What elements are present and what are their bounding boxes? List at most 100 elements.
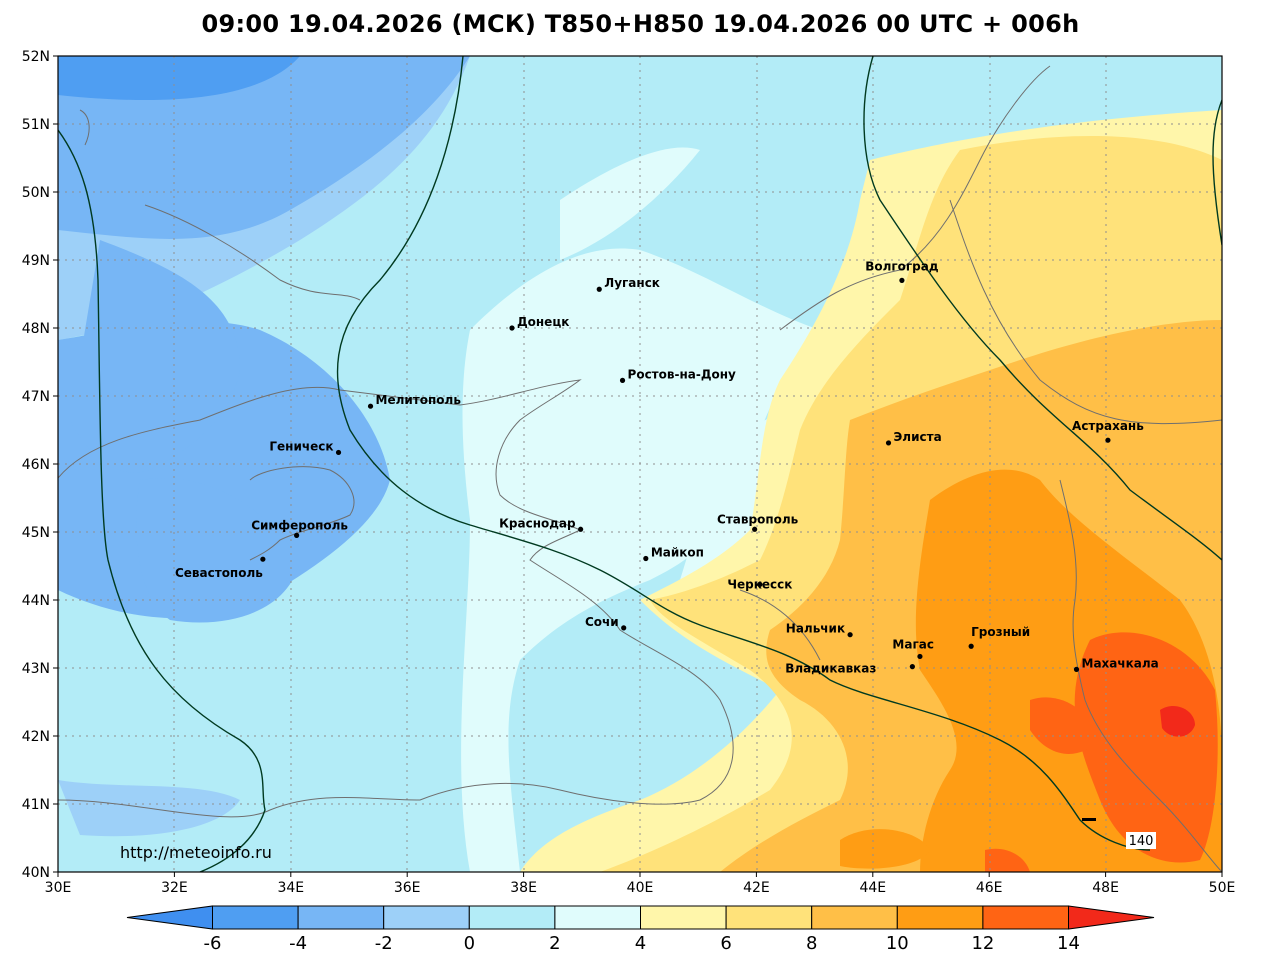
lon-tick-label: 50E: [1209, 880, 1236, 896]
city-dot: [968, 643, 974, 649]
city-label: Севастополь: [175, 566, 263, 580]
lat-tick-label: 40N: [22, 865, 50, 881]
city-dot: [509, 325, 515, 331]
lat-tick-label: 46N: [22, 457, 50, 473]
city-label: Магас: [892, 637, 934, 651]
city-label: Грозный: [971, 625, 1030, 639]
city-label: Нальчик: [786, 622, 845, 636]
city-dot: [752, 526, 758, 532]
lat-tick-label: 51N: [22, 117, 50, 133]
lat-tick-label: 48N: [22, 321, 50, 337]
city-label: Ростов-на-Дону: [628, 367, 737, 381]
latitude-axis: 52N 51N 50N 49N 48N 47N 46N 45N 44N 43N 42N 41N 40N: [22, 49, 58, 881]
colorbar-bin: [468, 905, 556, 930]
lon-tick-label: 48E: [1092, 880, 1119, 896]
city-dot: [885, 440, 892, 446]
contour-label: 140: [1129, 834, 1154, 849]
city-dot: [621, 625, 627, 631]
colorbar: -6 -4 -2 0 2 4 6 8 10 12 14: [126, 905, 1155, 954]
lon-tick-label: 36E: [394, 880, 421, 896]
city-dot: [643, 555, 649, 562]
lon-tick-label: 38E: [510, 880, 537, 896]
city-dot: [619, 377, 626, 383]
city-label: Краснодар: [499, 516, 576, 530]
city-dot: [909, 664, 915, 670]
city-dot: [335, 449, 342, 456]
city-dot: [294, 532, 300, 539]
city-label: Владикавказ: [785, 662, 876, 676]
city-label: Геническ: [269, 439, 333, 453]
map-decorations: 140 http://meteoinfo.ru: [120, 818, 1156, 862]
page-title: 09:00 19.04.2026 (МСК) T850+H850 19.04.2…: [201, 10, 1080, 38]
city-dot: [596, 286, 602, 292]
colorbar-bin: [811, 905, 898, 930]
lat-tick-label: 47N: [22, 389, 50, 405]
h850-contours: [58, 56, 1222, 872]
city-label: Черкесск: [727, 577, 792, 591]
temperature-field: 140 http://meteoinfo.ru: [58, 56, 1222, 872]
lat-tick-label: 42N: [22, 729, 50, 745]
colorbar-bin: [383, 905, 470, 930]
city-label: Донецк: [517, 315, 569, 329]
colorbar-bin: [212, 905, 299, 930]
colorbar-min-tip: [126, 905, 213, 930]
colorbar-label: -4: [289, 933, 307, 954]
source-url: http://meteoinfo.ru: [120, 843, 272, 862]
colorbar-bin: [982, 905, 1070, 930]
city-dot: [578, 526, 584, 532]
colorbar-bin: [297, 905, 385, 930]
colorbar-label: 2: [549, 933, 560, 954]
colorbar-label: 8: [806, 933, 817, 954]
city-label: Мелитополь: [376, 393, 462, 407]
city-label: Ставрополь: [717, 512, 799, 526]
longitude-axis: 30E 32E 34E 36E 38E 40E 42E 44E 46E 48E 50E: [45, 872, 1236, 896]
lon-tick-label: 32E: [161, 880, 188, 896]
lat-tick-label: 45N: [22, 525, 50, 541]
lat-tick-label: 50N: [22, 185, 50, 201]
lon-tick-label: 44E: [859, 880, 886, 896]
city-dot: [1073, 666, 1080, 672]
city-label: Майкоп: [651, 546, 704, 560]
colorbar-bin: [896, 905, 984, 930]
city-dot: [757, 581, 763, 587]
city-label: Сочи: [585, 615, 619, 629]
colorbar-label: -2: [375, 933, 393, 954]
colorbar-label: 4: [635, 933, 646, 954]
lon-tick-label: 34E: [277, 880, 304, 896]
city-dot: [847, 632, 853, 638]
city-dot: [1105, 437, 1111, 443]
contour-label-box: [1126, 832, 1156, 849]
city-dot: [917, 653, 923, 660]
colorbar-label: 0: [464, 933, 475, 954]
lat-tick-label: 41N: [22, 797, 50, 813]
city-label: Волгоград: [865, 259, 939, 273]
lon-tick-label: 30E: [45, 880, 72, 896]
city-dot: [367, 403, 374, 409]
lon-tick-label: 42E: [743, 880, 770, 896]
colorbar-label: 12: [971, 933, 994, 954]
city-dot: [260, 556, 266, 562]
city-label: Элиста: [894, 430, 942, 444]
lon-tick-label: 40E: [627, 880, 654, 896]
lon-tick-label: 46E: [976, 880, 1003, 896]
city-dot: [899, 277, 905, 283]
colorbar-max-tip: [1068, 905, 1155, 930]
colorbar-label: 6: [720, 933, 731, 954]
city-label: Луганск: [604, 276, 660, 290]
colorbar-label: 10: [886, 933, 909, 954]
city-label: Махачкала: [1082, 656, 1159, 670]
colorbar-bin: [554, 905, 642, 930]
lat-tick-label: 52N: [22, 49, 50, 65]
colorbar-label: -6: [204, 933, 222, 954]
colorbar-bin: [725, 905, 813, 930]
colorbar-bin: [640, 905, 727, 930]
city-label: Симферополь: [251, 518, 348, 532]
lat-tick-label: 43N: [22, 661, 50, 677]
lat-tick-label: 44N: [22, 593, 50, 609]
city-label: Астрахань: [1072, 419, 1144, 433]
coastlines: [58, 65, 1222, 872]
lat-tick-label: 49N: [22, 253, 50, 269]
colorbar-label: 14: [1057, 933, 1080, 954]
city-markers: Волгоград Луганск Донецк Ростов-на-Дону Мели…: [175, 259, 1159, 675]
